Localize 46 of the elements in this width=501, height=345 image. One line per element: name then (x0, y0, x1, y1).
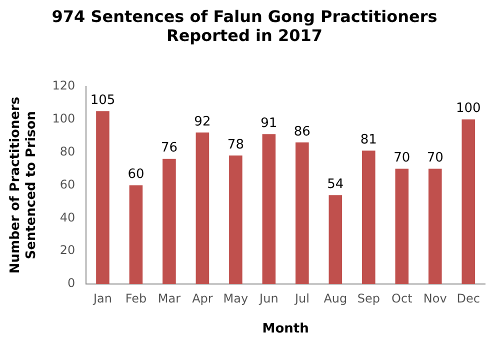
y-axis-title: Number of Practitioners Sentenced to Prison (8, 96, 39, 274)
y-tick-label: 40 (60, 210, 76, 224)
data-label: 70 (394, 150, 410, 166)
y-tick-label: 20 (60, 243, 76, 258)
bar (262, 134, 276, 284)
data-label: 54 (327, 176, 344, 192)
data-label: 105 (90, 92, 116, 108)
bar (428, 168, 442, 284)
y-tick-label: 120 (52, 78, 76, 93)
bar (362, 150, 376, 284)
data-label: 81 (360, 132, 377, 148)
data-label: 76 (160, 140, 178, 156)
x-tick-label: Sep (357, 291, 380, 306)
data-label: 78 (227, 137, 244, 152)
y-tick-label: 80 (60, 144, 76, 158)
data-label: 70 (426, 150, 444, 166)
bar (328, 195, 342, 284)
y-tick-label: 0 (67, 276, 76, 290)
x-tick-label: Oct (392, 291, 413, 306)
x-tick-label: Aug (324, 291, 348, 306)
x-tick-label: Apr (192, 291, 213, 306)
bar (129, 185, 143, 284)
x-tick-label: Feb (125, 291, 147, 306)
x-axis-title: Month (262, 322, 309, 337)
bar (96, 111, 110, 284)
bar (229, 156, 242, 284)
data-label: 91 (260, 116, 278, 132)
x-tick-label: Jul (294, 291, 310, 306)
bar (196, 132, 210, 284)
bar (296, 142, 309, 284)
bar (162, 158, 176, 284)
x-tick-label: May (223, 291, 248, 306)
data-label: 86 (294, 124, 310, 140)
y-tick-label: 60 (60, 177, 76, 192)
data-label: 60 (128, 167, 144, 182)
x-tick-label: Jun (258, 291, 278, 306)
x-tick-label: Jan (92, 291, 112, 306)
x-tick-label: Nov (423, 291, 447, 306)
y-tick-label: 100 (52, 111, 76, 126)
x-tick-label: Mar (158, 291, 181, 306)
bar (395, 168, 409, 284)
x-tick-label: Dec (456, 291, 480, 306)
chart-title: 974 Sentences of Falun Gong Practitioners Reported in 2017 (52, 6, 438, 45)
data-label: 92 (194, 114, 211, 130)
bar (462, 119, 476, 284)
data-label: 100 (456, 101, 481, 116)
